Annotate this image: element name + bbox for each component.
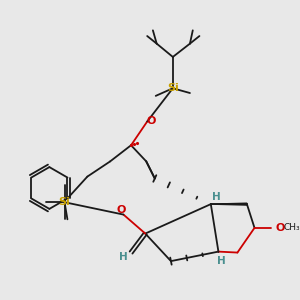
Text: H: H [119,252,128,262]
Text: Si: Si [167,83,179,93]
Text: CH₃: CH₃ [284,224,300,232]
Text: Si: Si [59,197,70,207]
Polygon shape [211,203,247,205]
Text: O: O [275,223,285,233]
Text: O: O [146,116,156,126]
Text: H: H [212,191,221,202]
Text: H: H [217,256,226,266]
Text: O: O [117,205,126,215]
